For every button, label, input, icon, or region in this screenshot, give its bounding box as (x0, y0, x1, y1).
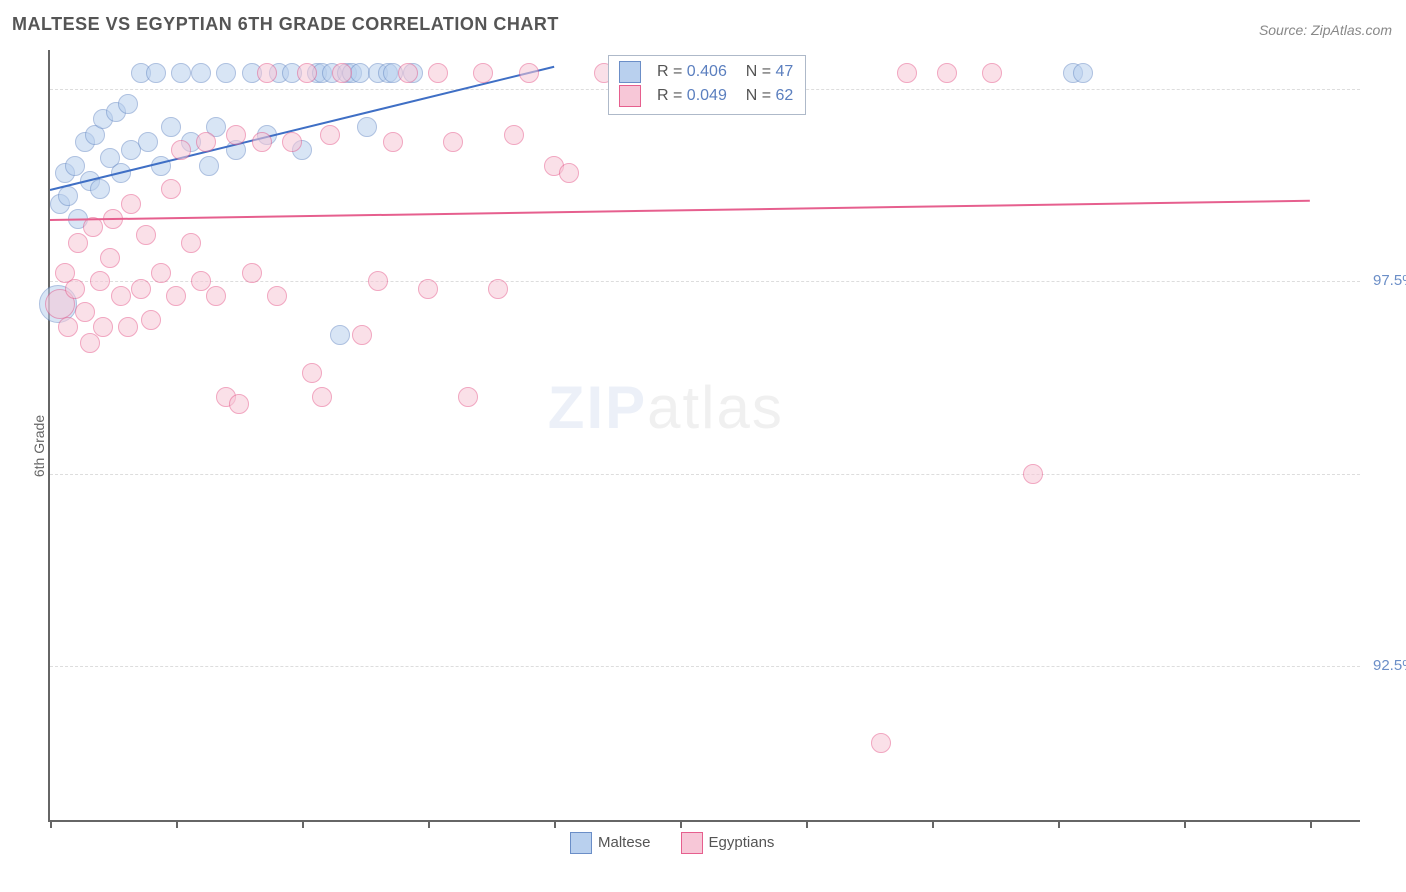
data-point (161, 179, 181, 199)
data-point (58, 317, 78, 337)
legend-bottom: Maltese Egyptians (570, 832, 774, 854)
data-point (191, 63, 211, 83)
data-point (75, 302, 95, 322)
watermark-part2: atlas (647, 374, 784, 441)
data-point (146, 63, 166, 83)
data-point (111, 286, 131, 306)
data-point (897, 63, 917, 83)
source-label: Source: ZipAtlas.com (1259, 22, 1392, 38)
data-point (141, 310, 161, 330)
data-point (297, 63, 317, 83)
data-point (443, 132, 463, 152)
data-point (196, 132, 216, 152)
data-point (320, 125, 340, 145)
data-point (118, 94, 138, 114)
data-point (312, 387, 332, 407)
data-point (136, 225, 156, 245)
data-point (332, 63, 352, 83)
y-tick-label: 97.5% (1373, 272, 1406, 289)
data-point (473, 63, 493, 83)
data-point (199, 156, 219, 176)
trend-line (50, 65, 554, 190)
data-point (161, 117, 181, 137)
data-point (65, 279, 85, 299)
data-point (368, 271, 388, 291)
data-point (398, 63, 418, 83)
r-value: R = 0.049 (657, 84, 727, 108)
data-point (131, 279, 151, 299)
legend-label: Maltese (598, 834, 651, 851)
chart-container: MALTESE VS EGYPTIAN 6TH GRADE CORRELATIO… (0, 0, 1406, 892)
data-point (90, 179, 110, 199)
legend-swatch (570, 832, 592, 854)
data-point (937, 63, 957, 83)
data-point (1023, 464, 1043, 484)
data-point (282, 132, 302, 152)
n-value: N = 47 (737, 60, 793, 84)
data-point (118, 317, 138, 337)
data-point (58, 186, 78, 206)
data-point (242, 263, 262, 283)
legend-item: Maltese (570, 832, 651, 854)
data-point (93, 317, 113, 337)
data-point (216, 63, 236, 83)
data-point (68, 233, 88, 253)
data-point (383, 132, 403, 152)
n-value: N = 62 (737, 84, 793, 108)
watermark: ZIPatlas (548, 373, 784, 442)
data-point (171, 63, 191, 83)
data-point (418, 279, 438, 299)
r-value: R = 0.406 (657, 60, 727, 84)
watermark-part1: ZIP (548, 374, 647, 441)
data-point (330, 325, 350, 345)
y-tick-label: 92.5% (1373, 657, 1406, 674)
data-point (504, 125, 524, 145)
data-point (181, 233, 201, 253)
y-axis-label: 6th Grade (31, 415, 47, 477)
data-point (151, 263, 171, 283)
data-point (65, 156, 85, 176)
trend-line (50, 200, 1310, 221)
correlation-legend: R = 0.406 N = 47R = 0.049 N = 62 (608, 55, 806, 115)
data-point (138, 132, 158, 152)
legend-swatch (619, 61, 641, 83)
data-point (488, 279, 508, 299)
data-point (357, 117, 377, 137)
chart-title: MALTESE VS EGYPTIAN 6TH GRADE CORRELATIO… (12, 14, 559, 35)
data-point (302, 363, 322, 383)
correlation-row: R = 0.049 N = 62 (619, 84, 793, 108)
data-point (206, 286, 226, 306)
plot-area: ZIPatlas (48, 50, 1360, 822)
data-point (982, 63, 1002, 83)
data-point (229, 394, 249, 414)
correlation-row: R = 0.406 N = 47 (619, 60, 793, 84)
legend-swatch (681, 832, 703, 854)
legend-item: Egyptians (681, 832, 775, 854)
data-point (559, 163, 579, 183)
data-point (352, 325, 372, 345)
legend-swatch (619, 85, 641, 107)
data-point (458, 387, 478, 407)
data-point (257, 63, 277, 83)
data-point (267, 286, 287, 306)
data-point (100, 248, 120, 268)
data-point (428, 63, 448, 83)
legend-label: Egyptians (709, 834, 775, 851)
data-point (1073, 63, 1093, 83)
data-point (871, 733, 891, 753)
data-point (166, 286, 186, 306)
data-point (252, 132, 272, 152)
data-point (226, 125, 246, 145)
data-point (171, 140, 191, 160)
data-point (121, 194, 141, 214)
data-point (519, 63, 539, 83)
data-point (191, 271, 211, 291)
data-point (90, 271, 110, 291)
